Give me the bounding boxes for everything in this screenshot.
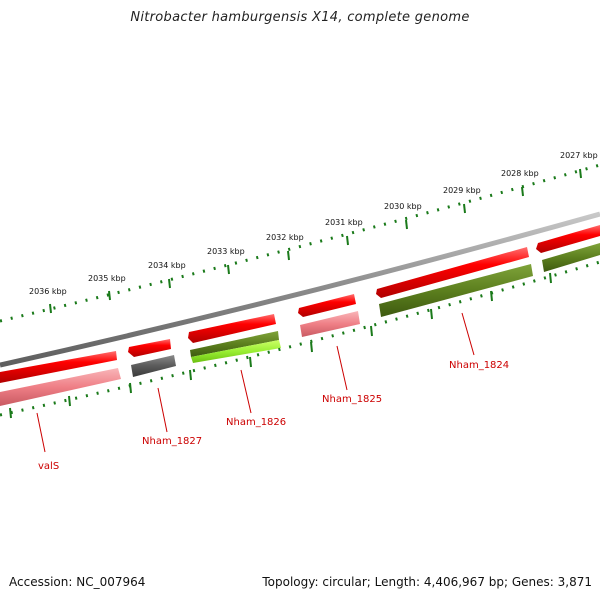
gene-vals-forward[interactable]	[0, 351, 117, 383]
gene-nham1826-forward[interactable]	[188, 314, 276, 343]
gene-nham1826-olive[interactable]	[190, 331, 279, 357]
leader-vals	[36, 412, 46, 453]
gene-vals[interactable]	[0, 368, 121, 406]
scale-label-2031: 2031 kbp	[325, 218, 363, 227]
leader-nham1825	[336, 345, 348, 391]
leader-lines	[36, 312, 475, 453]
gene-nham1827-forward[interactable]	[128, 339, 171, 357]
scale-labels: 2027 kbp 2028 kbp 2029 kbp 2030 kbp 2031…	[29, 151, 598, 296]
scale-label-2035: 2035 kbp	[88, 274, 126, 283]
scale-label-2034: 2034 kbp	[148, 261, 186, 270]
gene-nham1825-forward[interactable]	[298, 294, 356, 317]
gene-label-nham1826: Nham_1826	[226, 417, 286, 428]
gene-labels: valS Nham_1827 Nham_1826 Nham_1825 Nham_…	[38, 360, 509, 472]
scale-label-2028: 2028 kbp	[501, 169, 539, 178]
scale-label-2033: 2033 kbp	[207, 247, 245, 256]
gene-label-vals: valS	[38, 461, 59, 472]
genome-summary-text: Topology: circular; Length: 4,406,967 bp…	[262, 575, 592, 589]
scale-label-2036: 2036 kbp	[29, 287, 67, 296]
forward-genes	[0, 225, 600, 383]
scale-label-2032: 2032 kbp	[266, 233, 304, 242]
accession-text: Accession: NC_007964	[9, 575, 146, 589]
scale-label-2027: 2027 kbp	[560, 151, 598, 160]
inner-scale-track	[0, 260, 600, 417]
gene-next-forward[interactable]	[536, 225, 600, 253]
gene-nham1825[interactable]	[300, 311, 360, 337]
second-row-genes	[0, 243, 600, 406]
scale-label-2029: 2029 kbp	[443, 186, 481, 195]
leader-nham1824	[461, 312, 475, 356]
outer-major-ticks	[49, 168, 582, 314]
leader-nham1827	[157, 387, 168, 433]
gene-next[interactable]	[542, 243, 600, 272]
leader-nham1826	[240, 369, 252, 414]
gene-label-nham1827: Nham_1827	[142, 436, 202, 447]
scale-label-2030: 2030 kbp	[384, 202, 422, 211]
gene-nham1826-lime[interactable]	[191, 340, 281, 363]
gene-label-nham1824: Nham_1824	[449, 360, 509, 371]
gene-nham1827[interactable]	[131, 355, 176, 377]
gene-label-nham1825: Nham_1825	[322, 394, 382, 405]
genome-backbone	[0, 211, 600, 368]
inner-major-ticks	[9, 272, 552, 419]
map-title: Nitrobacter hamburgensis X14, complete g…	[130, 10, 470, 25]
gene-nham1824-forward[interactable]	[376, 247, 529, 298]
outer-scale-track	[0, 163, 600, 323]
gene-nham1824[interactable]	[379, 264, 533, 317]
